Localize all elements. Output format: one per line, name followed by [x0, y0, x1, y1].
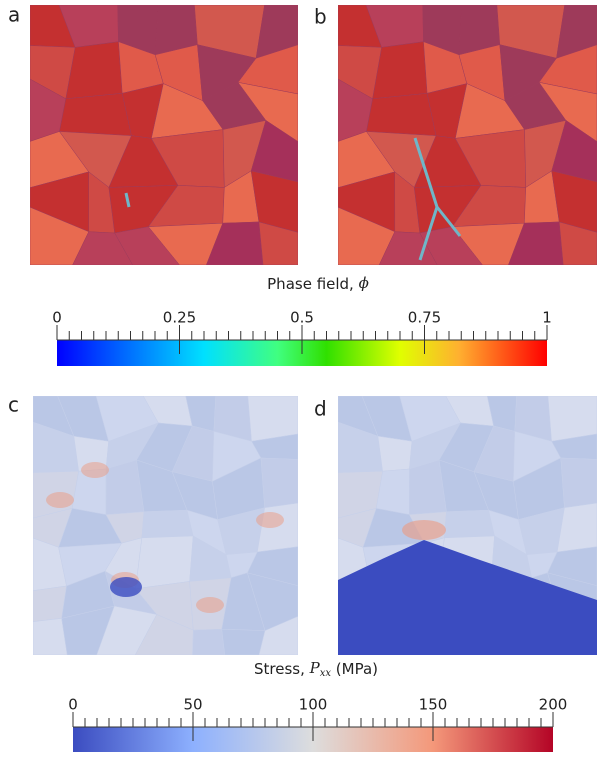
grain [377, 435, 413, 472]
grain [134, 614, 194, 655]
title-subscript: xx [320, 668, 332, 679]
grain [556, 502, 597, 553]
panel-label: c [8, 393, 19, 417]
grain [250, 170, 298, 233]
grain [558, 221, 597, 265]
grain [59, 93, 132, 136]
tick-label: 0.25 [163, 309, 196, 327]
grain [72, 231, 133, 265]
grain [33, 585, 67, 622]
grain [258, 616, 298, 655]
grain [508, 221, 564, 265]
grain [250, 120, 298, 183]
grain [366, 93, 437, 136]
grain [538, 44, 597, 95]
grain [30, 206, 90, 265]
grain [247, 396, 298, 442]
tick-label: 0.75 [408, 309, 441, 327]
title-text: Phase field, [267, 275, 358, 293]
tick-label: 200 [539, 696, 568, 714]
phase-field-panel [30, 5, 298, 265]
grain [135, 535, 194, 590]
colorbar-title: Stress, Pxx (MPa) [254, 659, 378, 679]
grain [444, 509, 495, 539]
stress-panel [33, 396, 298, 655]
title-symbol: ϕ [359, 274, 369, 292]
grain [338, 206, 396, 265]
grain [560, 457, 597, 509]
grain [114, 226, 180, 265]
grain [538, 81, 597, 142]
grain [147, 222, 224, 265]
tick-label: 0 [52, 309, 62, 327]
title-text: (MPa) [331, 660, 378, 678]
grain [33, 618, 68, 655]
title-text: Stress, [254, 660, 310, 678]
crack [124, 192, 131, 208]
compressed-region [338, 540, 597, 655]
stress-panel [338, 396, 597, 655]
tick-label: 1 [542, 309, 552, 327]
grain [551, 119, 597, 183]
grain [547, 396, 597, 442]
stress-spot [196, 597, 224, 613]
tick-label: 150 [419, 696, 448, 714]
grain [192, 628, 226, 655]
grain [237, 81, 298, 142]
panel-label: d [314, 397, 327, 421]
title-symbol: P [309, 659, 321, 677]
tick-label: 0.5 [290, 309, 314, 327]
grain [260, 457, 298, 508]
crack [413, 137, 462, 261]
grain [246, 572, 298, 631]
colorbar-title: Phase field, ϕ [267, 274, 369, 293]
stress-spot [110, 577, 142, 597]
panel-label: b [314, 5, 327, 29]
stress-spot [256, 512, 284, 528]
panel-label: a [8, 3, 20, 27]
grain [258, 221, 298, 265]
tick-label: 100 [299, 696, 328, 714]
grain [255, 5, 298, 59]
stress-spot [81, 462, 109, 478]
grain [451, 222, 525, 265]
grain [221, 628, 266, 655]
grain [251, 433, 298, 460]
grain [141, 509, 194, 539]
grain [237, 44, 298, 95]
grain [206, 221, 264, 265]
grain [551, 433, 597, 460]
stress-spot [46, 492, 74, 508]
grain [61, 605, 115, 655]
grain [378, 231, 438, 265]
phase-field-panel [338, 5, 597, 265]
grain [419, 226, 483, 265]
tick-label: 50 [183, 696, 202, 714]
grain [556, 5, 597, 59]
grain [551, 170, 597, 233]
tick-label: 0 [68, 696, 78, 714]
stress-spot [402, 520, 446, 540]
